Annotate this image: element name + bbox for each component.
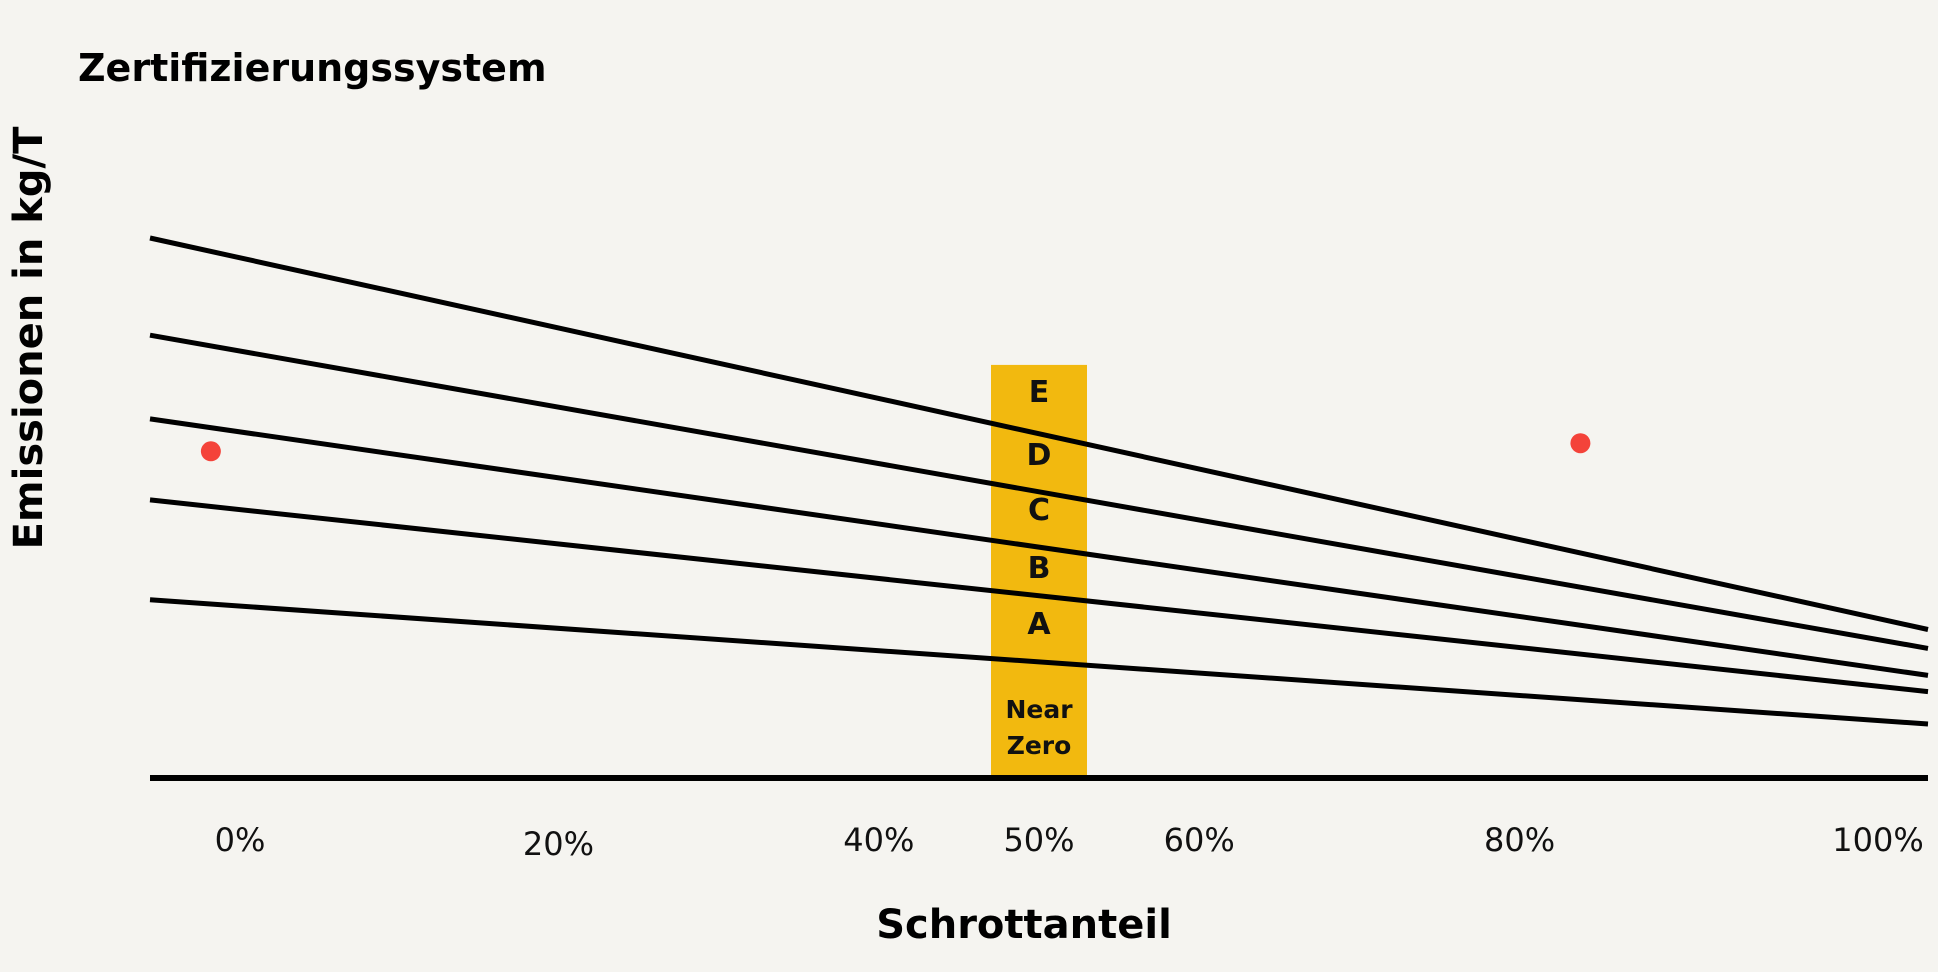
x-tick-label: 80% [1484, 821, 1555, 859]
chart-title: Zertifizierungssystem [78, 46, 547, 90]
band-label-a: A [1027, 607, 1051, 642]
x-tick-label: 0% [215, 821, 266, 859]
band-label-near-zero: Near Zero [1005, 695, 1073, 760]
band-label-d: D [1027, 438, 1052, 473]
threshold-line-2 [149, 332, 1929, 651]
y-axis-title: Emissionen in kg/T [6, 126, 52, 549]
x-tick-label: 40% [843, 821, 914, 859]
data-point-1 [200, 441, 221, 462]
x-tick-labels: 0% 20% 40% 50% 60% 80% 100% [215, 821, 1924, 863]
band-label-b: B [1028, 551, 1051, 586]
data-point-2 [1570, 433, 1591, 454]
x-tick-label: 60% [1164, 821, 1235, 859]
threshold-line-3 [149, 416, 1929, 678]
points-group [200, 433, 1591, 462]
x-tick-label: 20% [523, 825, 594, 863]
threshold-line-1 [149, 235, 1929, 632]
threshold-line-4 [149, 497, 1929, 695]
x-tick-label: 50% [1003, 821, 1074, 859]
series-group [149, 235, 1929, 727]
band-label-c: C [1028, 493, 1050, 528]
threshold-line-5 [149, 597, 1929, 727]
band-label-e: E [1029, 375, 1050, 410]
x-axis-title: Schrottanteil [876, 902, 1172, 948]
x-tick-label: 100% [1832, 821, 1923, 859]
